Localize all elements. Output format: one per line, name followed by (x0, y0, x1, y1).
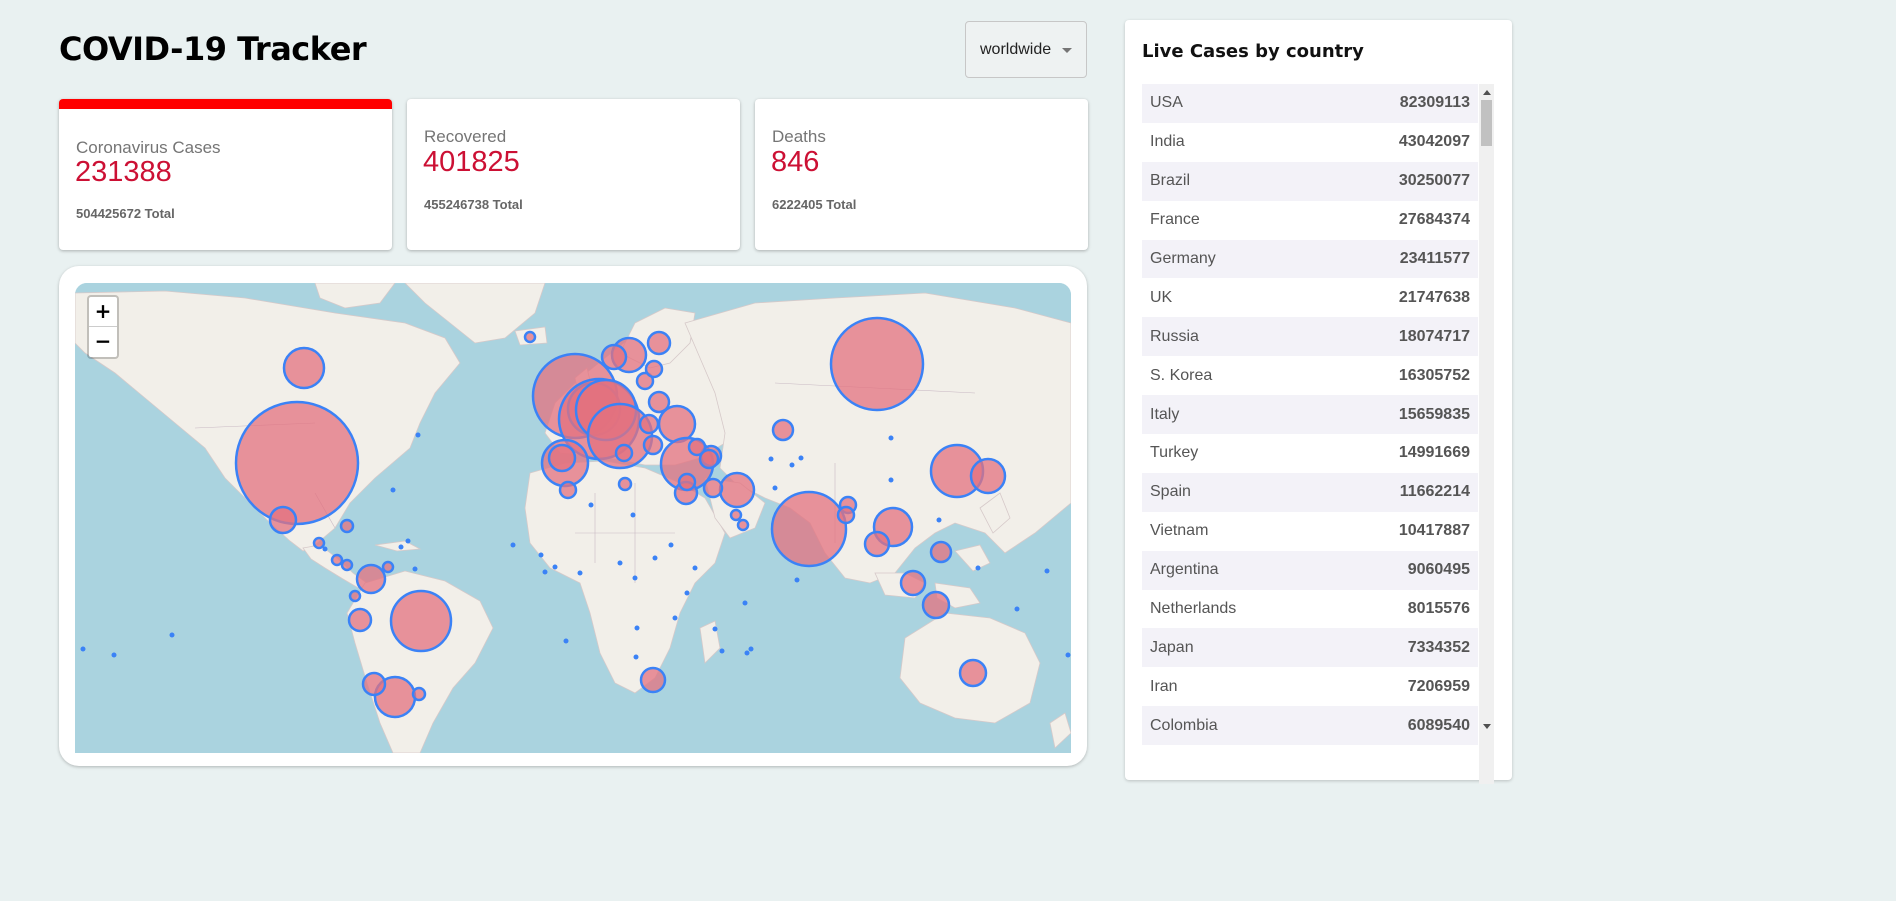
zoom-in-button[interactable]: + (89, 297, 117, 327)
country-select[interactable]: worldwide (965, 21, 1087, 78)
deaths-card-title: Deaths (772, 127, 826, 146)
country-cases: 10417887 (1398, 522, 1470, 540)
country-cases: 23411577 (1399, 250, 1470, 267)
country-cases: 9060495 (1407, 561, 1470, 579)
country-cases: 27684374 (1398, 211, 1470, 229)
live-cases-panel: Live Cases by country USA 82309113 India 43… (1125, 20, 1512, 784)
table-scrollbar[interactable] (1479, 84, 1494, 784)
country-name: Colombia (1150, 716, 1218, 734)
table-row: Germany 23411577 (1142, 239, 1478, 279)
country-name: Turkey (1150, 444, 1199, 462)
table-row: France 27684374 (1142, 200, 1478, 240)
country-name: Germany (1150, 250, 1216, 267)
scroll-down-arrow-icon[interactable] (1483, 724, 1491, 729)
table-row: Iran 7206959 (1142, 667, 1478, 707)
recovered-card-total: 455246738 Total (424, 197, 523, 212)
cases-card-title: Coronavirus Cases (76, 138, 221, 157)
country-name: USA (1150, 94, 1183, 112)
world-map[interactable]: + − (75, 283, 1071, 753)
country-cases: 8015576 (1407, 600, 1470, 618)
table-row: Brazil 30250077 (1142, 161, 1478, 201)
recovered-card[interactable]: Recovered 401825 455246738 Total (407, 99, 740, 250)
country-name: Netherlands (1150, 600, 1237, 618)
country-cases: 11662214 (1399, 483, 1470, 501)
country-name: Iran (1150, 677, 1178, 695)
deaths-card-value: 846 (771, 146, 820, 178)
cases-card[interactable]: Coronavirus Cases 231388 504425672 Total (59, 99, 392, 250)
country-name: Russia (1150, 327, 1199, 345)
table-row: Colombia 6089540 (1142, 706, 1478, 746)
app-title: COVID-19 Tracker (59, 30, 367, 68)
deaths-card[interactable]: Deaths 846 6222405 Total (755, 99, 1088, 250)
table-row: Turkey 14991669 (1142, 434, 1478, 473)
cases-card-value: 231388 (75, 156, 172, 188)
country-cases: 30250077 (1398, 172, 1470, 190)
country-name: Vietnam (1150, 522, 1209, 540)
dropdown-arrow-icon (1062, 48, 1072, 53)
country-cases: 14991669 (1398, 444, 1470, 462)
live-cases-table-container[interactable]: USA 82309113 India 43042097 Brazil 30250077 Fr… (1142, 84, 1494, 784)
country-name: France (1150, 211, 1200, 229)
table-row: Netherlands 8015576 (1142, 589, 1478, 629)
live-cases-table: USA 82309113 India 43042097 Brazil 30250077 Fr… (1142, 84, 1478, 746)
cases-card-total: 504425672 Total (76, 206, 175, 221)
table-row: Vietnam 10417887 (1142, 511, 1478, 551)
country-name: Argentina (1150, 561, 1219, 579)
country-cases: 21747638 (1398, 288, 1470, 306)
table-row: USA 82309113 (1142, 84, 1478, 123)
country-cases: 6089540 (1407, 716, 1470, 734)
recovered-card-value: 401825 (423, 146, 520, 178)
zoom-out-button[interactable]: − (94, 329, 112, 353)
table-row: Spain 11662214 (1142, 472, 1478, 512)
country-cases: 15659835 (1398, 405, 1470, 423)
scroll-up-arrow-icon[interactable] (1483, 90, 1491, 95)
zoom-control: + − (87, 295, 119, 359)
table-row: Russia 18074717 (1142, 317, 1478, 357)
table-row: S. Korea 16305752 (1142, 356, 1478, 396)
country-select-value: worldwide (980, 40, 1052, 58)
country-cases: 7206959 (1407, 677, 1470, 695)
country-cases: 7334352 (1407, 638, 1470, 656)
country-name: Brazil (1150, 172, 1191, 190)
country-name: Japan (1150, 638, 1194, 656)
deaths-card-total: 6222405 Total (772, 197, 857, 212)
country-name: Spain (1150, 483, 1191, 501)
live-cases-title: Live Cases by country (1142, 41, 1364, 62)
map-canvas[interactable] (75, 283, 1071, 753)
table-row: Italy 15659835 (1142, 395, 1478, 435)
country-cases: 82309113 (1399, 94, 1470, 112)
country-cases: 18074717 (1398, 327, 1470, 345)
table-row: Japan 7334352 (1142, 628, 1478, 668)
country-name: India (1150, 133, 1185, 151)
country-name: UK (1150, 288, 1173, 306)
table-row: UK 21747638 (1142, 278, 1478, 318)
country-cases: 43042097 (1398, 133, 1470, 151)
map-card: + − (59, 266, 1087, 766)
country-cases: 16305752 (1398, 366, 1470, 384)
country-name: Italy (1150, 405, 1180, 423)
table-row: Argentina 9060495 (1142, 550, 1478, 590)
country-name: S. Korea (1150, 366, 1213, 384)
scrollbar-thumb[interactable] (1481, 100, 1492, 146)
recovered-card-title: Recovered (424, 127, 507, 146)
table-row: India 43042097 (1142, 122, 1478, 162)
